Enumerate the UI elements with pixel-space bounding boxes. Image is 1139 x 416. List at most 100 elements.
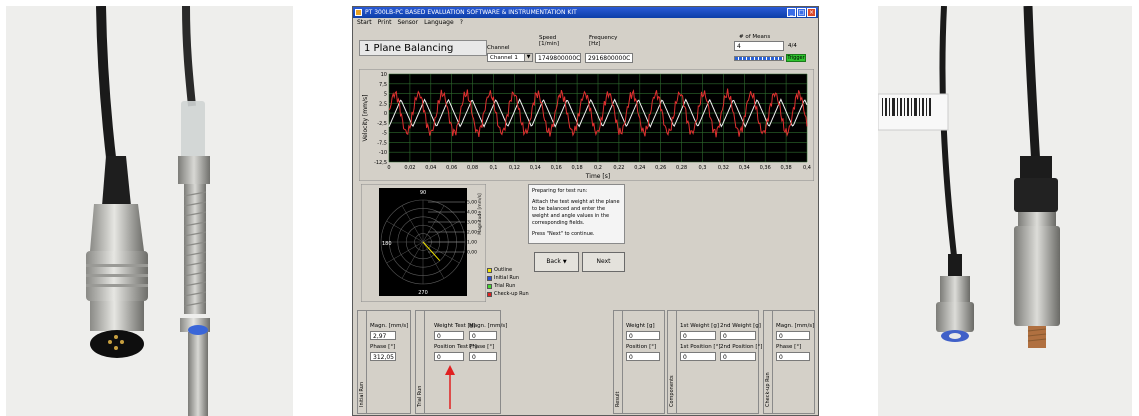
ring-label: 3,00 <box>467 220 477 226</box>
polar-spoke <box>422 241 445 279</box>
trial-run-label: Trial Run <box>417 385 423 407</box>
polar-ring-labels: 5,00 4,00 3,00 2,00 1,00 0,00 <box>428 200 477 256</box>
polar-spoke <box>386 241 424 264</box>
menu-print[interactable]: Print <box>377 19 392 26</box>
means-label: # of Means <box>739 34 771 40</box>
legend-label-checkup-run: Check-up Run <box>494 291 529 297</box>
ring-label: 5,00 <box>467 200 477 206</box>
chevron-down-icon: ▼ <box>562 259 567 265</box>
channel-value: Channel 1 <box>490 55 518 61</box>
y-tick-label: 2,5 <box>379 101 387 107</box>
barcode-label <box>878 93 949 131</box>
x-axis-label: Time [s] <box>585 173 610 180</box>
initial-magn-value: 2,97 <box>370 331 396 340</box>
initial-run-label-strip: Initial Run <box>358 311 367 413</box>
title-bar[interactable]: PT 300LB-PC BASED EVALUATION SOFTWARE & … <box>353 7 818 18</box>
next-button[interactable]: Next <box>582 252 625 272</box>
back-button[interactable]: Back ▼ <box>534 252 579 272</box>
polar-plot: 5,00 4,00 3,00 2,00 1,00 0,00 90 180 270 Magn… <box>361 184 486 302</box>
checkup-phase-value: 0 <box>776 352 810 361</box>
y-tick-label: 0 <box>384 111 387 117</box>
means-progress-fill <box>735 57 783 60</box>
result-weight-label: Weight [g] <box>626 323 655 329</box>
y-tick-label: -5 <box>382 131 387 137</box>
components-label: Components <box>669 375 675 407</box>
y-tick-labels: 10 7,5 5 2,5 0 -2,5 -5 -7,5 -10 -12,5 <box>374 72 387 166</box>
polar-spoke <box>401 241 424 279</box>
means-input[interactable]: 4 <box>734 41 784 51</box>
x-tick-label: 0,08 <box>467 165 478 171</box>
x-tick-label: 0,18 <box>572 165 583 171</box>
ring-label: 4,00 <box>467 210 477 216</box>
initial-run-group: Initial Run Magn. [mm/s] 2,97 Phase [°] … <box>357 310 411 414</box>
x-tick-label: 0,16 <box>551 165 562 171</box>
y-tick-label: 7,5 <box>379 82 387 88</box>
weight-test-input[interactable]: 0 <box>434 331 464 340</box>
polar-spoke <box>422 241 460 264</box>
speed-label: Speed <box>539 35 557 41</box>
minimize-icon[interactable]: _ <box>787 8 796 17</box>
checkup-run-group: Check-up Run Magn. [mm/s] 0 Phase [°] 0 <box>763 310 815 414</box>
close-icon[interactable]: × <box>807 8 816 17</box>
menu-bar: Start Print Sensor Language ? <box>353 18 818 27</box>
angle-left-label: 180 <box>382 241 392 247</box>
ring-label: 0,00 <box>467 250 477 256</box>
channel-select[interactable]: Channel 1 ▼ <box>487 53 533 62</box>
legend-trial-run: Trial Run <box>487 283 515 289</box>
position-test-label: Position Test [°] <box>434 344 477 350</box>
balancing-software-window: PT 300LB-PC BASED EVALUATION SOFTWARE & … <box>352 6 819 416</box>
x-tick-label: 0,06 <box>446 165 457 171</box>
weight-test-label: Weight Test [g] <box>434 323 476 329</box>
angle-top-label: 90 <box>420 190 426 196</box>
legend-label-trial-run: Trial Run <box>494 283 516 289</box>
app-icon <box>355 9 362 16</box>
ring-label: 1,00 <box>467 240 477 246</box>
menu-start[interactable]: Start <box>357 19 372 26</box>
x-tick-label: 0,1 <box>490 165 498 171</box>
result-weight-value: 0 <box>626 331 660 340</box>
menu-language[interactable]: Language <box>424 19 454 26</box>
y-tick-label: -7,5 <box>377 140 387 146</box>
x-tick-labels: 0 0,02 0,04 0,06 0,08 0,1 0,12 0,14 0,16 0,18 0,2 0… <box>387 165 811 171</box>
first-position-value: 0 <box>680 352 716 361</box>
polar-vector <box>422 241 441 261</box>
x-tick-label: 0,14 <box>530 165 541 171</box>
trial-magn-value: 0 <box>469 331 497 340</box>
velocity-time-chart: 10 7,5 5 2,5 0 -2,5 -5 -7,5 -10 -12,5 0 0,02 0,04 0,… <box>359 69 814 181</box>
menu-help[interactable]: ? <box>459 19 463 26</box>
polar-spoke <box>422 220 460 243</box>
maximize-icon[interactable]: □ <box>797 8 806 17</box>
second-position-label: 2nd Position [°] <box>720 344 763 350</box>
first-position-label: 1st Position [°] <box>680 344 721 350</box>
sensor-cable-photo-right <box>878 6 1132 416</box>
y-tick-label: -10 <box>379 150 387 156</box>
initial-run-label: Initial Run <box>359 381 365 407</box>
frequency-display: 2916800000C <box>585 53 633 63</box>
result-label: Result <box>615 391 621 407</box>
polar-axis-label: Magnitude [mm/s] <box>477 193 483 235</box>
initial-magn-label: Magn. [mm/s] <box>370 323 409 329</box>
instructions-box: Preparing for test run: Attach the test … <box>528 184 625 244</box>
x-tick-label: 0,28 <box>676 165 687 171</box>
checkup-magn-label: Magn. [mm/s] <box>776 323 815 329</box>
legend-checkup-run: Check-up Run <box>487 291 529 297</box>
series-white-line <box>388 98 808 129</box>
polar-grid <box>380 199 466 285</box>
instructions-body: Attach the test weight at the plane to b… <box>532 199 620 226</box>
position-test-input[interactable]: 0 <box>434 352 464 361</box>
instructions-title: Preparing for test run: <box>532 188 588 194</box>
menu-sensor[interactable]: Sensor <box>397 19 419 26</box>
checkup-run-label: Check-up Run <box>765 372 771 407</box>
legend-outline: Outline <box>487 267 512 273</box>
result-position-label: Position [°] <box>626 344 657 350</box>
trial-phase-value: 0 <box>469 352 497 361</box>
x-tick-label: 0,36 <box>760 165 771 171</box>
trigger-button[interactable]: Trigger <box>786 54 806 62</box>
trial-magn-label: Magn. [mm/s] <box>469 323 508 329</box>
panel-title: 1 Plane Balancing <box>359 40 487 56</box>
legend-swatch-checkup-run <box>487 291 492 297</box>
instructions-hint: Press "Next" to continue. <box>532 231 595 237</box>
components-label-strip: Components <box>668 311 677 413</box>
polar-spoke <box>401 205 424 243</box>
chevron-down-icon[interactable]: ▼ <box>524 54 532 61</box>
